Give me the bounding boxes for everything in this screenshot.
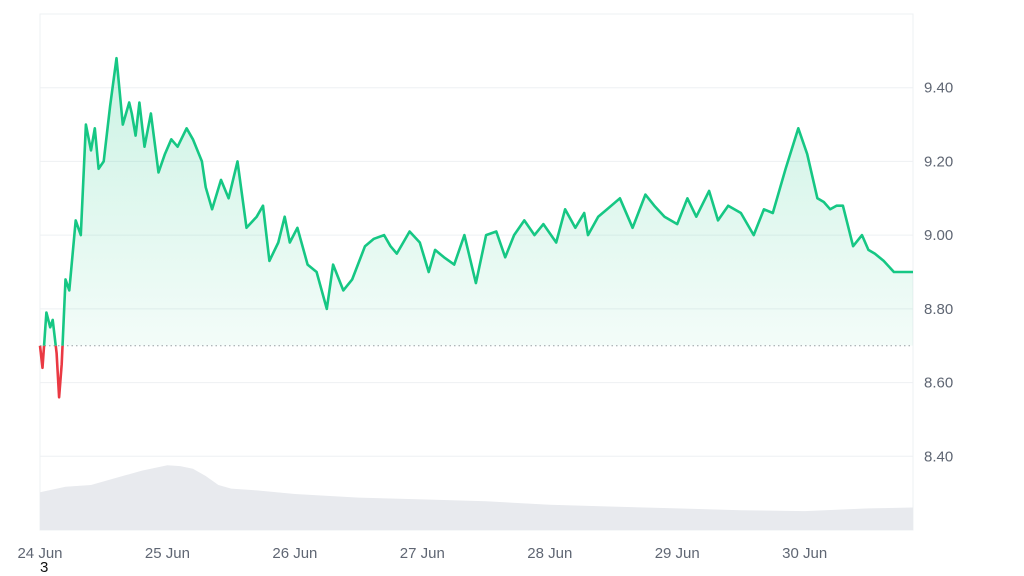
volume-area (40, 465, 913, 530)
x-tick-label: 24 Jun (17, 545, 62, 562)
y-tick-label: 8.80 (924, 301, 953, 318)
price-area-fill (40, 58, 913, 346)
x-tick-label: 29 Jun (655, 545, 700, 562)
y-tick-label: 8.40 (924, 448, 953, 465)
price-line-up (39, 56, 913, 346)
y-tick-label: 8.60 (924, 375, 953, 392)
x-tick-label: 26 Jun (272, 545, 317, 562)
y-tick-label: 9.00 (924, 227, 953, 244)
x-tick-label: 27 Jun (400, 545, 445, 562)
x-tick-label: 30 Jun (782, 545, 827, 562)
footnote: 3 (40, 559, 49, 576)
y-tick-label: 9.40 (924, 80, 953, 97)
y-axis-ticks: 8.40 8.60 8.80 9.00 9.20 9.40 (924, 80, 953, 466)
y-tick-label: 9.20 (924, 153, 953, 170)
x-tick-label: 25 Jun (145, 545, 190, 562)
x-tick-label: 28 Jun (527, 545, 572, 562)
x-axis-ticks: 24 Jun 25 Jun 26 Jun 27 Jun 28 Jun 29 Jun 30 J… (17, 545, 827, 562)
